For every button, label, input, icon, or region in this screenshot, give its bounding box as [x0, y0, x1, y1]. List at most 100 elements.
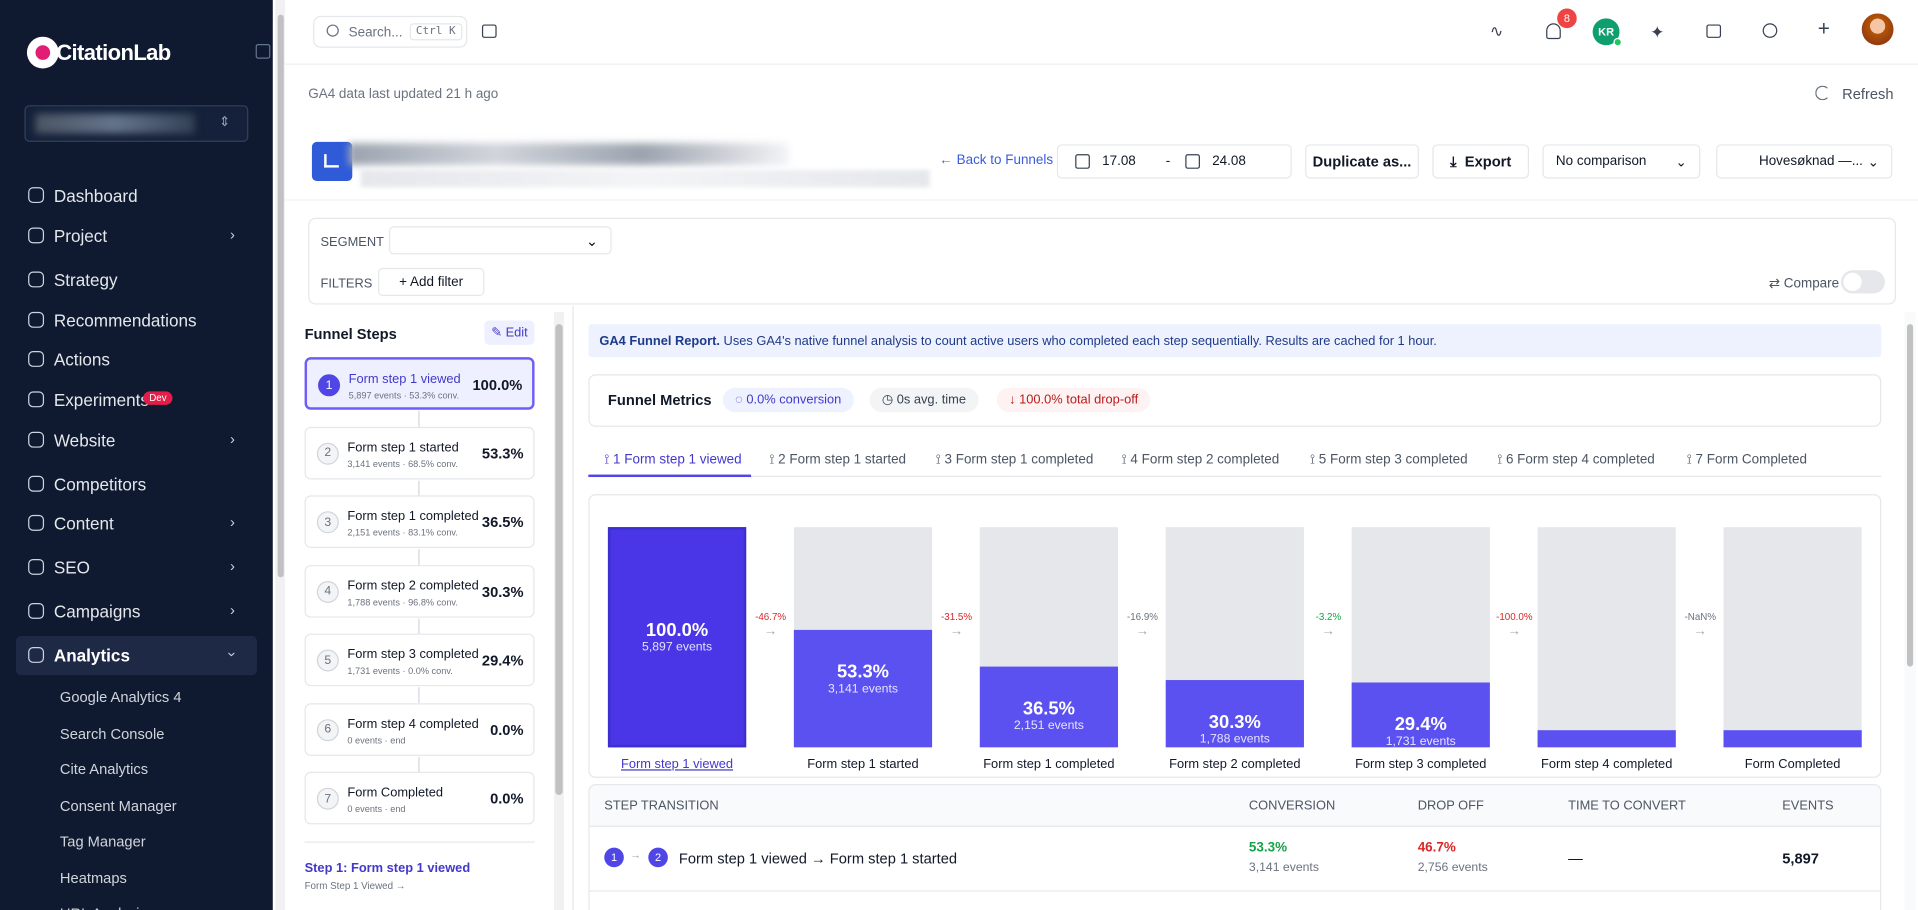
market-select[interactable]: Hovesøknad —... ⌄	[1716, 144, 1893, 179]
bar-name[interactable]: Form Completed	[1744, 757, 1841, 772]
bar-events: 2,151 events	[1013, 719, 1084, 734]
profile-photo[interactable]	[1861, 13, 1894, 46]
bar-name[interactable]: Form step 1 completed	[983, 757, 1115, 772]
bar-name[interactable]: Form step 2 completed	[1169, 757, 1301, 772]
nav-item[interactable]: Project	[53, 226, 108, 246]
nav-item[interactable]: Strategy	[53, 270, 118, 290]
bar-events: 1,731 events	[1385, 735, 1456, 748]
step-card[interactable]: 4 Form step 2 completed 1,788 events · 96.…	[304, 564, 535, 618]
nav-subitem[interactable]: Google Analytics 4	[59, 688, 182, 706]
bar-name[interactable]: Form step 4 completed	[1540, 757, 1673, 772]
step-card[interactable]: 2 Form step 1 started 3,141 events · 68.5%…	[304, 426, 535, 479]
nav-item[interactable]: Dashboard	[53, 185, 138, 206]
bar: 53.3% 3,141 events	[793, 629, 933, 748]
tab[interactable]: ⟟ 6 Form step 4 completed	[1497, 452, 1655, 468]
toggle-knob	[1843, 272, 1862, 292]
nav-item[interactable]: Website	[53, 430, 116, 451]
step-number: 3	[316, 511, 339, 534]
scroll-thumb[interactable]	[277, 14, 284, 578]
tabs-border	[588, 475, 1882, 478]
nav-subitem[interactable]: Tag Manager	[59, 832, 146, 851]
step-number: 7	[316, 787, 339, 810]
bar-name[interactable]: Form step 1 viewed	[621, 757, 734, 772]
compare-toggle[interactable]	[1840, 270, 1885, 294]
scroll-thumb[interactable]	[1906, 324, 1914, 667]
dropoff-label: -3.2%	[1315, 611, 1342, 623]
back-link[interactable]: ← Back to Funnels	[939, 152, 1054, 168]
nav-item[interactable]: Content	[53, 513, 114, 534]
nav-item[interactable]: Actions	[53, 349, 110, 370]
tab[interactable]: ⟟ 2 Form step 1 started	[769, 452, 907, 468]
bar-name[interactable]: Form step 1 started	[807, 757, 919, 772]
language-icon[interactable]	[1762, 23, 1778, 38]
blurred-project	[35, 113, 195, 134]
step-card[interactable]: 5 Form step 3 completed 1,731 events · 0.0…	[304, 633, 535, 687]
logo-dot	[35, 45, 51, 60]
project-selector[interactable]: ⇕	[24, 105, 249, 142]
segment-select[interactable]: ⌄	[388, 226, 612, 255]
refresh-button[interactable]: Refresh	[1842, 85, 1894, 103]
edit-text: Edit	[505, 325, 528, 341]
step-name: Form step 3 completed	[347, 647, 479, 662]
activity-icon[interactable]: ∿	[1489, 22, 1504, 41]
step-card[interactable]: 3 Form step 1 completed 2,151 events · 83.…	[304, 495, 535, 548]
nav-item[interactable]: Competitors	[53, 474, 147, 495]
dropoff-arrow: →	[1321, 623, 1336, 639]
dropoff-arrow: →	[1693, 623, 1707, 639]
nav-item[interactable]: SEO	[53, 557, 91, 578]
nav-subitem[interactable]: Heatmaps	[59, 869, 127, 887]
ai-icon[interactable]: ✦	[1650, 22, 1665, 42]
step-name: Form step 2 completed	[347, 577, 479, 593]
notifications[interactable]	[1546, 23, 1561, 40]
step-card[interactable]: 7 Form Completed 0 events · end 0.0%	[304, 771, 535, 825]
chip-text: 0.0% conversion	[746, 392, 842, 408]
step-percent: 0.0%	[490, 721, 524, 739]
scroll-thumb[interactable]	[555, 324, 563, 796]
search-box[interactable]: Search... Ctrl K	[313, 15, 468, 48]
add-filter-button[interactable]: + Add filter	[377, 267, 485, 296]
tab[interactable]: ⟟ 1 Form step 1 viewed	[604, 452, 742, 468]
compare-text: Compare	[1783, 276, 1840, 292]
tab[interactable]: ⟟ 3 Form step 1 completed	[935, 452, 1094, 468]
segment-label: SEGMENT	[320, 234, 384, 250]
edit-button[interactable]: ✎ Edit	[484, 320, 535, 345]
tab[interactable]: ⟟ 7 Form Completed	[1686, 452, 1807, 468]
bar-name[interactable]: Form step 3 completed	[1355, 757, 1487, 772]
nav-subitem[interactable]: URL Analysis	[60, 905, 147, 910]
step-card[interactable]: 6 Form step 4 completed 0 events · end 0.0%	[304, 702, 535, 756]
feedback-button[interactable]	[481, 24, 497, 38]
nav-subitem[interactable]: Cite Analytics	[59, 760, 149, 778]
nav-item[interactable]: Analytics	[53, 645, 130, 666]
nav-item[interactable]: Recommendations	[53, 310, 197, 331]
nav-item[interactable]: Experiments	[53, 390, 150, 410]
step-percent: 0.0%	[490, 790, 524, 808]
bar-track: 53.3% 3,141 events	[793, 527, 933, 748]
bar: 29.4% 1,731 events	[1351, 682, 1490, 748]
export-button[interactable]: ⤓ Export	[1432, 144, 1530, 179]
step-meta: 2,151 events · 83.1% conv.	[347, 527, 458, 539]
bar: 0.0%0 events	[1723, 730, 1862, 748]
comparison-select[interactable]: No comparison ⌄	[1542, 144, 1701, 179]
step-meta: 5,897 events · 53.3% conv.	[348, 390, 460, 402]
duplicate-button[interactable]: Duplicate as...	[1305, 144, 1419, 179]
date-range[interactable]: 17.08 - 24.08	[1056, 144, 1292, 179]
bar-percent: 29.4%	[1394, 714, 1447, 736]
nav-chevron: ›	[229, 513, 235, 531]
tab[interactable]: ⟟ 5 Form step 3 completed	[1310, 452, 1468, 468]
tab[interactable]: ⟟ 4 Form step 2 completed	[1121, 452, 1280, 468]
date-to: 24.08	[1212, 154, 1246, 169]
nav-item[interactable]: Campaigns	[53, 601, 141, 622]
dropoff-label: -46.7%	[755, 611, 787, 623]
notification-count: 8	[1557, 8, 1577, 29]
step-card[interactable]: 1 Form step 1 viewed 5,897 events · 53.3% …	[304, 357, 535, 410]
nav-badge: Dev	[143, 391, 173, 405]
nav-subitem[interactable]: Consent Manager	[59, 796, 177, 814]
collapse-button[interactable]	[255, 44, 271, 59]
bar-percent: 53.3%	[836, 661, 889, 683]
dropoff-chip: ↓ 100.0% total drop-off	[996, 387, 1151, 413]
nav-subitem[interactable]: Search Console	[59, 724, 165, 742]
step-number: 5	[316, 649, 339, 672]
chat-icon[interactable]	[1706, 24, 1722, 38]
events: 5,897	[1782, 850, 1819, 868]
add-icon[interactable]: +	[1817, 17, 1830, 41]
